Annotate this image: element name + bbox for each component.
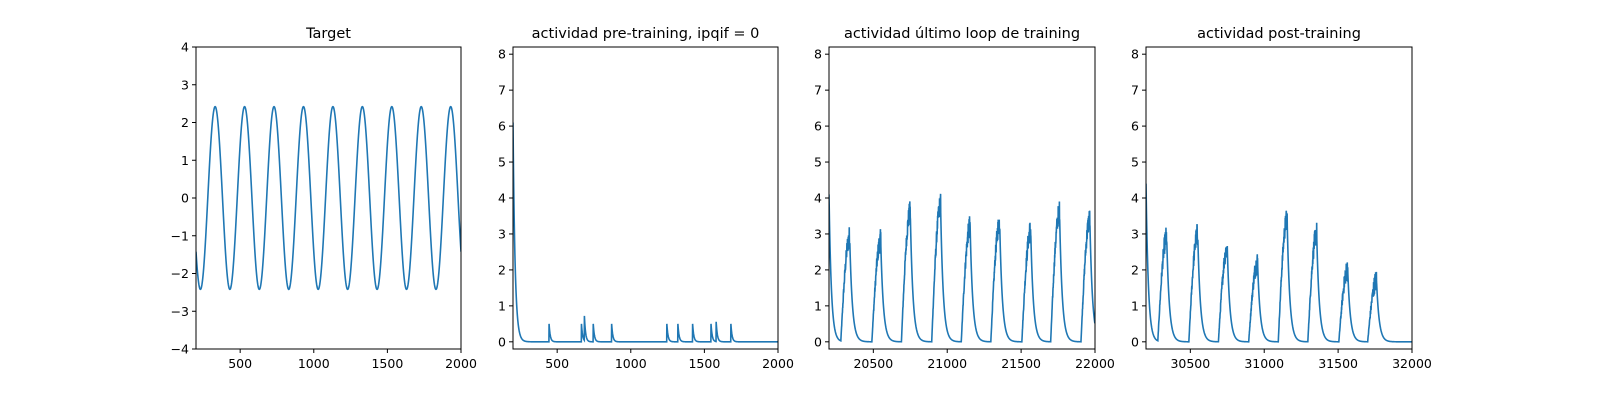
x-tick-label: 20500 [853, 356, 893, 371]
y-tick-label: 1 [1131, 298, 1139, 313]
x-tick-label: 2000 [445, 356, 477, 371]
series-line-1 [196, 105, 461, 291]
x-tick-label: 1500 [371, 356, 403, 371]
y-tick-label: 7 [814, 83, 822, 98]
series-line-1 [1146, 183, 1412, 343]
y-tick-label: −3 [171, 304, 189, 319]
y-tick-label: 5 [1131, 155, 1139, 170]
x-tick-label: 1500 [688, 356, 720, 371]
y-tick-label: 5 [498, 155, 506, 170]
y-tick-label: 2 [498, 262, 506, 277]
y-tick-label: 5 [814, 155, 822, 170]
y-tick-label: 4 [181, 40, 189, 55]
y-tick-label: 6 [1131, 119, 1139, 134]
series-line-1 [829, 193, 1095, 343]
series-line-1 [513, 122, 778, 343]
y-tick-label: 3 [814, 226, 822, 241]
x-tick-label: 31500 [1318, 356, 1358, 371]
chart-title: actividad pre-training, ipqif = 0 [532, 26, 760, 42]
chart-panel-2: 500 1000 1500 2000 0 1 2 3 4 5 6 7 8 actividad pre-tr… [498, 26, 794, 371]
y-tick-label: 4 [814, 191, 822, 206]
chart-title: actividad post-training [1197, 26, 1361, 42]
y-tick-label: 6 [498, 119, 506, 134]
y-tick-label: 3 [181, 77, 189, 92]
x-tick-label: 2000 [762, 356, 794, 371]
y-tick-label: 4 [498, 191, 506, 206]
chart-panel-3: 20500 21000 21500 22000 0 1 2 3 4 5 6 7 8 actividad ú… [814, 26, 1115, 371]
y-tick-label: 1 [498, 298, 506, 313]
y-tick-label: 3 [498, 226, 506, 241]
x-tick-label: 31000 [1244, 356, 1284, 371]
y-tick-label: 8 [814, 47, 822, 62]
x-tick-label: 21000 [927, 356, 967, 371]
x-tick-label: 500 [228, 356, 252, 371]
y-tick-label: 0 [814, 334, 822, 349]
y-tick-label: 1 [814, 298, 822, 313]
y-tick-label: 6 [814, 119, 822, 134]
y-tick-label: 7 [1131, 83, 1139, 98]
y-tick-label: −2 [171, 266, 189, 281]
y-tick-label: 3 [1131, 226, 1139, 241]
x-tick-label: 21500 [1001, 356, 1041, 371]
chart-panel-4: 30500 31000 31500 32000 0 1 2 3 4 5 6 7 8 actividad p… [1131, 26, 1432, 371]
y-tick-label: 8 [1131, 47, 1139, 62]
x-tick-label: 30500 [1170, 356, 1210, 371]
chart-title: actividad último loop de training [844, 26, 1080, 42]
x-tick-label: 1000 [615, 356, 647, 371]
x-tick-label: 1000 [298, 356, 330, 371]
chart-panel-1: 500 1000 1500 2000 −4 −3 −2 −1 0 1 2 3 4 Target [171, 26, 477, 371]
x-tick-label: 22000 [1075, 356, 1115, 371]
y-tick-label: 0 [498, 334, 506, 349]
y-tick-label: 2 [814, 262, 822, 277]
y-tick-label: 0 [1131, 334, 1139, 349]
y-tick-label: 2 [181, 115, 189, 130]
x-tick-label: 500 [545, 356, 569, 371]
chart-title: Target [305, 26, 351, 42]
y-tick-label: −1 [171, 228, 189, 243]
y-tick-label: −4 [171, 342, 189, 357]
y-tick-label: 7 [498, 83, 506, 98]
y-tick-label: 0 [181, 191, 189, 206]
y-tick-label: 1 [181, 153, 189, 168]
x-tick-label: 32000 [1392, 356, 1432, 371]
y-tick-label: 2 [1131, 262, 1139, 277]
y-tick-label: 8 [498, 47, 506, 62]
y-tick-label: 4 [1131, 191, 1139, 206]
